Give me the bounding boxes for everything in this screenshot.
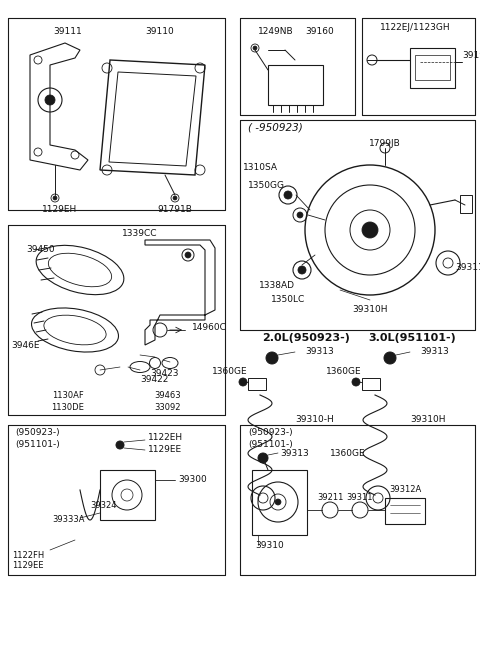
Text: 39422: 39422 — [140, 376, 168, 384]
Circle shape — [251, 44, 259, 52]
Bar — [410, 48, 455, 88]
Text: 14960C: 14960C — [192, 323, 227, 332]
Text: 39333A: 39333A — [52, 516, 84, 524]
Text: 39310H: 39310H — [410, 415, 445, 424]
Text: 1122EJ/1123GH: 1122EJ/1123GH — [380, 24, 451, 32]
Text: (950923-): (950923-) — [15, 428, 60, 438]
Bar — [268, 65, 323, 105]
Text: 1122EH: 1122EH — [148, 432, 183, 442]
Circle shape — [362, 222, 378, 238]
Text: (951101-): (951101-) — [15, 440, 60, 449]
Text: 1130AF: 1130AF — [52, 390, 84, 399]
Text: 39450: 39450 — [26, 246, 55, 254]
Text: 1310SA: 1310SA — [243, 164, 278, 173]
Circle shape — [116, 441, 124, 449]
Text: (951101-): (951101-) — [248, 440, 293, 449]
Text: 39310H: 39310H — [352, 306, 388, 315]
Text: 1122FH: 1122FH — [12, 551, 44, 560]
Circle shape — [297, 212, 303, 218]
Text: ( -950923): ( -950923) — [248, 123, 303, 133]
Text: 39190: 39190 — [462, 51, 480, 60]
Circle shape — [384, 352, 396, 364]
Text: 33092: 33092 — [155, 403, 181, 411]
Text: 1129EE: 1129EE — [148, 445, 182, 455]
Circle shape — [352, 378, 360, 386]
Circle shape — [173, 196, 177, 200]
Text: 1360GE: 1360GE — [330, 449, 366, 457]
Text: 39324: 39324 — [90, 501, 117, 509]
Circle shape — [284, 191, 292, 199]
Text: 39423: 39423 — [151, 369, 179, 378]
Bar — [460, 195, 472, 213]
Circle shape — [239, 378, 247, 386]
Circle shape — [266, 352, 278, 364]
Bar — [385, 498, 425, 524]
Circle shape — [51, 194, 59, 202]
Text: 39311: 39311 — [347, 493, 373, 501]
Text: 1360GE: 1360GE — [326, 367, 362, 376]
Text: 1350LC: 1350LC — [271, 296, 305, 304]
Circle shape — [45, 95, 55, 105]
Text: 3946E: 3946E — [12, 340, 40, 350]
Text: 39300: 39300 — [178, 476, 207, 484]
Circle shape — [53, 196, 57, 200]
Bar — [362, 378, 380, 390]
Circle shape — [275, 499, 281, 505]
Text: 39160: 39160 — [305, 28, 334, 37]
Text: 39313: 39313 — [280, 449, 309, 457]
Text: 1799JB: 1799JB — [369, 139, 401, 148]
Circle shape — [185, 252, 191, 258]
Text: 1339CC: 1339CC — [122, 229, 158, 237]
Text: 1130DE: 1130DE — [51, 403, 84, 411]
Bar — [248, 378, 266, 390]
Text: 1129EE: 1129EE — [12, 560, 44, 570]
Text: 1338AD: 1338AD — [259, 281, 295, 290]
Bar — [415, 55, 450, 80]
Text: 39111: 39111 — [54, 28, 83, 37]
Text: 39110: 39110 — [145, 28, 174, 37]
Text: 1350GG: 1350GG — [248, 181, 285, 189]
Text: 39211: 39211 — [317, 493, 343, 501]
Text: 39312A: 39312A — [389, 486, 421, 495]
Bar — [252, 470, 307, 535]
Text: 1360GE: 1360GE — [212, 367, 248, 376]
Text: 91791B: 91791B — [157, 206, 192, 214]
Text: 2.0L(950923-): 2.0L(950923-) — [262, 333, 350, 343]
Circle shape — [258, 453, 268, 463]
Text: 39463: 39463 — [155, 390, 181, 399]
Circle shape — [171, 194, 179, 202]
Text: 1249NB: 1249NB — [258, 28, 294, 37]
Text: 39311A: 39311A — [455, 263, 480, 273]
Text: 39313: 39313 — [420, 348, 449, 357]
Text: (950923-): (950923-) — [248, 428, 293, 438]
Text: 39313: 39313 — [305, 348, 334, 357]
Text: 39310: 39310 — [255, 541, 284, 549]
Text: 1129EH: 1129EH — [42, 206, 78, 214]
Bar — [100, 470, 155, 520]
Text: 39310-H: 39310-H — [295, 415, 334, 424]
Circle shape — [253, 46, 257, 50]
Text: 3.0L(951101-): 3.0L(951101-) — [368, 333, 456, 343]
Circle shape — [298, 266, 306, 274]
